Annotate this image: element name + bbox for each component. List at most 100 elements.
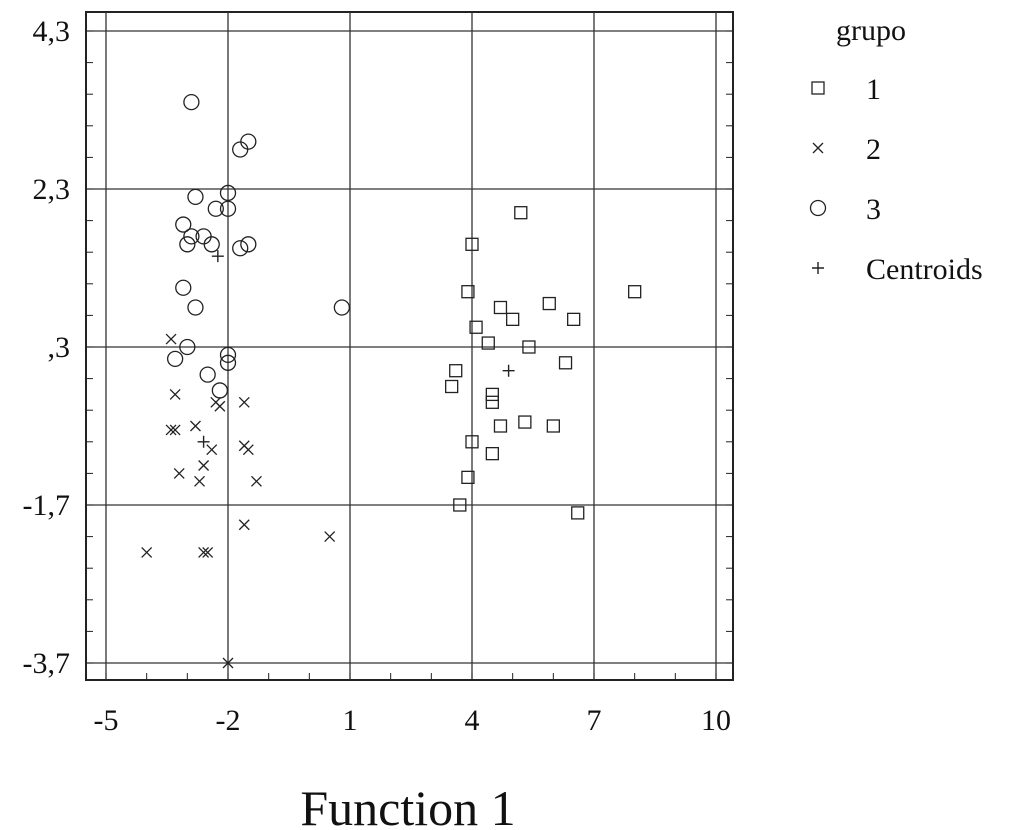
x-point [238, 396, 250, 408]
x-point [165, 424, 177, 436]
circle-point [219, 200, 237, 217]
legend-marker-x [812, 142, 824, 154]
circle-point [179, 236, 196, 253]
x-point [141, 546, 153, 558]
centroid-point [502, 364, 515, 377]
legend-marker-square [811, 81, 825, 95]
legend-label: Centroids [866, 253, 983, 286]
square-point [506, 312, 520, 327]
x-point [324, 531, 336, 543]
circle-point [187, 299, 204, 316]
x-tick-label: -5 [94, 704, 119, 737]
square-point [465, 435, 479, 449]
square-point [485, 395, 499, 409]
plot-border [85, 11, 734, 681]
circle-point [183, 93, 200, 111]
square-point [485, 446, 499, 461]
series-3 [166, 93, 351, 399]
x-tick-label: 4 [465, 704, 480, 737]
x-tick-label: 1 [343, 704, 358, 737]
x-point [238, 519, 250, 531]
legend-marker-plus [812, 262, 824, 274]
x-point [165, 333, 177, 345]
square-point [453, 498, 467, 512]
y-axis: 4,3 2,3 ,3 -1,7 -3,7 [23, 15, 733, 680]
x-point [202, 546, 214, 558]
y-tick-label: 2,3 [33, 173, 71, 206]
square-point [493, 419, 508, 433]
circle-point [240, 236, 257, 253]
data-points [141, 93, 642, 669]
circle-point [199, 366, 216, 383]
x-point [198, 546, 210, 558]
legend-label: 1 [866, 73, 881, 106]
x-axis: -5 -2 1 4 7 10 [94, 673, 731, 737]
x-point [169, 424, 181, 436]
x-point [206, 444, 218, 456]
circle-point [203, 236, 220, 253]
x-point [190, 420, 201, 432]
circle-point [166, 350, 184, 368]
square-point [449, 364, 463, 378]
series-1 [445, 206, 642, 520]
square-point [469, 320, 483, 334]
square-point [571, 506, 585, 520]
square-point [493, 300, 508, 315]
circle-point [219, 346, 237, 364]
y-tick-label: ,3 [48, 331, 71, 364]
grid [86, 12, 733, 680]
square-point [567, 312, 581, 327]
x-point [198, 460, 210, 471]
circle-point [240, 133, 257, 150]
legend-title: grupo [836, 14, 906, 47]
x-point [169, 388, 181, 400]
x-point [222, 657, 234, 669]
square-point [542, 296, 556, 311]
square-point [461, 470, 475, 485]
x-tick-label: 7 [587, 704, 602, 737]
series-2 [141, 333, 336, 669]
square-point [485, 387, 499, 402]
circle-point [183, 228, 200, 245]
square-point [628, 285, 642, 299]
square-point [546, 419, 560, 433]
circle-point [175, 279, 192, 296]
square-point [558, 356, 573, 370]
square-point [461, 285, 475, 299]
x-point [242, 444, 254, 456]
square-point [514, 206, 528, 220]
y-tick-label: 4,3 [33, 15, 71, 48]
square-point [518, 415, 532, 429]
circle-point [211, 382, 229, 399]
x-tick-label: -2 [216, 704, 241, 737]
series-centroids [197, 250, 515, 448]
circle-point [207, 200, 224, 217]
x-point [251, 475, 262, 487]
circle-point [333, 299, 351, 316]
circle-point [219, 184, 237, 202]
circle-point [179, 338, 196, 356]
legend-label: 2 [866, 133, 881, 166]
y-tick-label: -3,7 [23, 647, 71, 680]
square-point [481, 336, 495, 350]
circle-point [175, 216, 192, 233]
legend-marker-circle [809, 199, 827, 217]
plot-frame [85, 11, 734, 681]
circle-point [219, 354, 237, 371]
square-point [465, 237, 479, 251]
square-point [522, 340, 536, 354]
y-tick-label: -1,7 [23, 489, 71, 522]
x-point [194, 475, 205, 487]
legend: grupo 1 2 3 Centroids [809, 14, 983, 286]
circle-point [232, 240, 249, 257]
x-point [210, 396, 222, 408]
circle-point [232, 141, 249, 158]
circle-point [187, 188, 204, 206]
centroid-point [211, 250, 224, 263]
x-tick-label: 10 [701, 704, 731, 737]
square-point [445, 379, 459, 394]
legend-label: 3 [866, 193, 881, 226]
centroid-point [197, 435, 210, 448]
x-point [173, 467, 185, 479]
